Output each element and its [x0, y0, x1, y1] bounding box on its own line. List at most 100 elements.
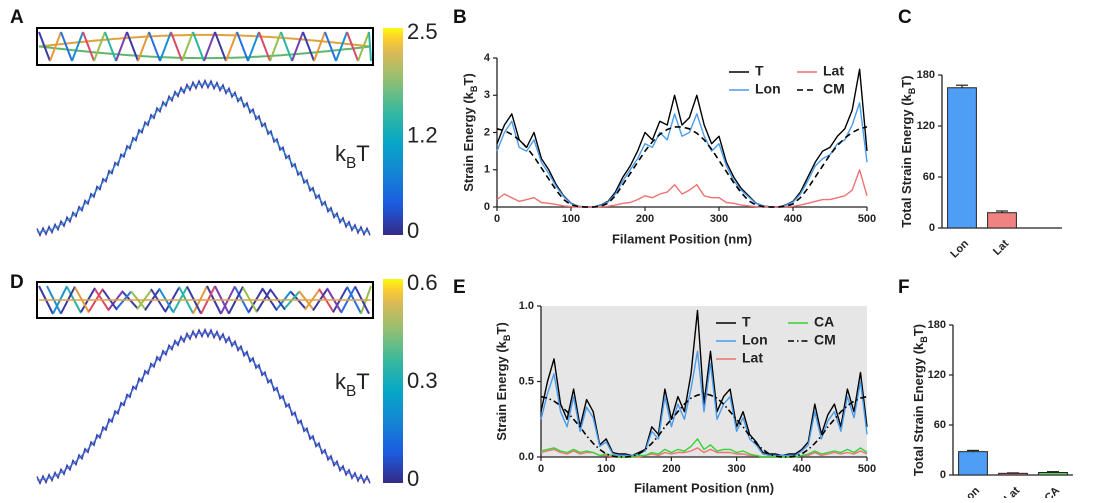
y-tick-label: 0: [484, 201, 490, 213]
y-axis-label-part: Strain Energy (k: [494, 340, 509, 440]
filament-wave: [36, 78, 371, 238]
line-series: [496, 68, 868, 208]
filament-bond: [104, 31, 117, 62]
x-tick-label: 400: [784, 213, 802, 225]
x-tick-label: Lat: [991, 237, 1011, 257]
legend-label: T: [742, 314, 751, 330]
filament-bond: [313, 31, 326, 62]
panel-letter: C: [898, 7, 912, 28]
line-series: [540, 438, 868, 458]
colorbar-tick-label: 0: [407, 218, 419, 243]
y-tick-label: 0.5: [519, 375, 534, 387]
filament-bond: [335, 31, 348, 62]
y-tick-label: 180: [928, 319, 946, 331]
line-series: [540, 309, 868, 457]
panel-letter: D: [10, 272, 24, 293]
line-series: [496, 102, 868, 208]
colorbar-unit-part: T: [356, 369, 369, 394]
filament-bond: [258, 31, 271, 62]
y-tick-label: 1.0: [519, 300, 534, 312]
colorbar-unit-part: B: [346, 155, 356, 172]
y-tick-label: 60: [923, 171, 935, 183]
colorbar-tick-label: 0: [407, 466, 419, 491]
filament-wave: [36, 327, 371, 486]
filament-bond: [38, 31, 51, 62]
x-tick-label: CA: [1042, 485, 1062, 498]
legend-label: Lon: [755, 81, 781, 97]
x-axis-label: Filament Position (nm): [612, 231, 752, 246]
legend-label: CM: [814, 332, 836, 348]
bar: [947, 87, 977, 229]
filament-bond: [302, 31, 315, 62]
filament-bond: [170, 31, 183, 62]
line-series: [540, 392, 868, 458]
y-axis-label-part: Strain Energy (k: [461, 91, 476, 191]
filament-bond: [71, 31, 84, 62]
colorbar-tick-label: 2.5: [407, 19, 438, 44]
y-axis-label: Total Strain Energy (kBT): [899, 75, 917, 227]
filament-bond: [148, 31, 161, 62]
filament-bond: [247, 31, 260, 62]
y-axis-label: Strain Energy (kBT): [461, 73, 479, 192]
colorbar-tick-label: 1.2: [407, 122, 438, 147]
y-tick-label: 2: [484, 126, 490, 138]
colorbar: [383, 28, 403, 235]
panel-letter: B: [453, 7, 467, 28]
legend-label: Lat: [742, 350, 763, 366]
filament-bond: [214, 31, 227, 62]
filament-bond: [236, 31, 249, 62]
y-axis-label-part: B: [907, 87, 917, 94]
x-tick-label: 100: [562, 213, 580, 225]
filament-bond: [60, 31, 73, 62]
y-tick-label: 0: [940, 469, 946, 481]
panel-letter: A: [10, 7, 24, 28]
colorbar-unit: kBT: [335, 141, 370, 172]
x-tick-label: 300: [710, 213, 728, 225]
colorbar: [383, 279, 403, 483]
filament-wave-core: [36, 332, 371, 481]
filament-bond: [49, 31, 62, 62]
legend-label: T: [755, 63, 764, 79]
colorbar-unit-part: k: [335, 369, 347, 394]
y-tick-label: 0: [929, 222, 935, 234]
colorbar-unit-part: B: [346, 383, 356, 400]
legend-label: Lon: [742, 332, 768, 348]
filament-bond: [346, 31, 359, 62]
x-tick-label: 0: [538, 463, 544, 475]
panel-letter: E: [453, 277, 466, 298]
filament-bond: [159, 31, 172, 62]
x-tick-label: Lon: [959, 485, 982, 498]
filament-bond: [137, 31, 150, 62]
filament-bond: [181, 31, 194, 62]
colorbar-unit-part: k: [335, 141, 347, 166]
line-series: [540, 350, 868, 457]
y-axis-label-part: B: [469, 85, 479, 92]
legend-label: Lat: [823, 63, 844, 79]
line-series: [496, 126, 868, 208]
x-tick-label: 0: [494, 213, 500, 225]
colorbar-tick-label: 0.3: [407, 368, 438, 393]
y-axis-label-part: T): [494, 322, 509, 334]
y-axis-label-part: B: [919, 336, 929, 343]
bar: [998, 472, 1028, 476]
y-axis-label-part: Total Strain Energy (k: [911, 342, 926, 476]
filament-strand: [38, 45, 370, 60]
y-tick-label: 120: [917, 120, 935, 132]
x-tick-label: Lon: [948, 238, 971, 261]
y-tick-label: 1: [484, 164, 490, 176]
x-tick-label: 200: [662, 463, 680, 475]
filament-bond: [115, 31, 128, 62]
filament-bond: [82, 31, 95, 62]
colorbar-unit: kBT: [335, 369, 370, 400]
filament-wave-core: [36, 83, 371, 233]
colorbar-tick-label: 0.6: [407, 270, 438, 295]
filament-bond: [280, 31, 293, 62]
bar: [987, 212, 1017, 229]
line-series: [496, 169, 868, 208]
y-axis-label-part: T): [899, 75, 914, 87]
y-tick-label: 3: [484, 89, 490, 101]
legend-label: CA: [814, 314, 834, 330]
filament-bond: [324, 31, 337, 62]
